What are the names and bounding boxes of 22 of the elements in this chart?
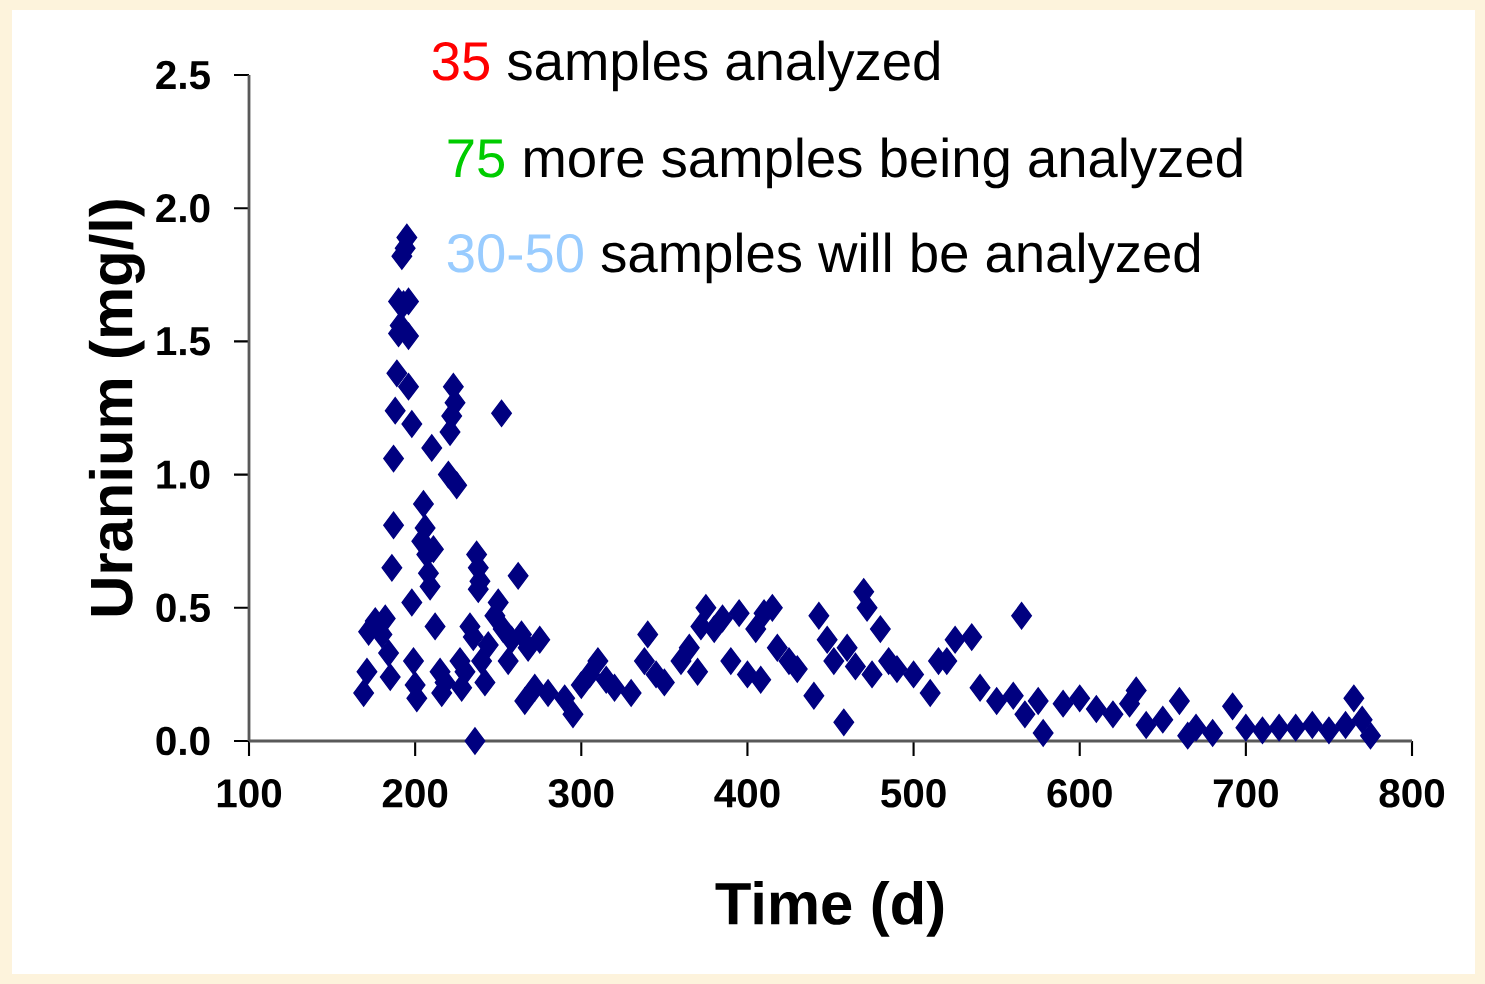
x-tick-label: 700 bbox=[1213, 778, 1278, 808]
x-tick-label: 200 bbox=[382, 778, 448, 808]
y-axis-title: Uranium (mg/l) bbox=[88, 200, 145, 616]
y-tick-label: 1.0 bbox=[157, 460, 210, 489]
annotation: 35 bbox=[432, 41, 490, 81]
annotation: samples analyzed bbox=[507, 40, 939, 92]
annotation: 30-50 bbox=[447, 233, 583, 273]
x-axis-title: Time (d) bbox=[715, 881, 944, 937]
x-tick-label: 600 bbox=[1047, 778, 1112, 808]
x-tick-label: 100 bbox=[217, 778, 282, 808]
annotation: more samples being analyzed bbox=[525, 137, 1242, 189]
x-tick-label: 500 bbox=[881, 778, 946, 808]
y-tick-label: 2.5 bbox=[156, 60, 210, 90]
x-tick-label: 800 bbox=[1379, 778, 1445, 808]
y-tick-label: 0.5 bbox=[156, 593, 210, 623]
y-tick-label: 1.5 bbox=[157, 327, 210, 356]
y-tick-label: 0.0 bbox=[156, 726, 210, 756]
x-tick-label: 300 bbox=[548, 778, 614, 808]
x-tick-label: 400 bbox=[714, 778, 780, 808]
annotation: samples will be analyzed bbox=[601, 232, 1200, 284]
annotation: 75 bbox=[448, 139, 505, 178]
y-tick-label: 2.0 bbox=[156, 193, 210, 223]
